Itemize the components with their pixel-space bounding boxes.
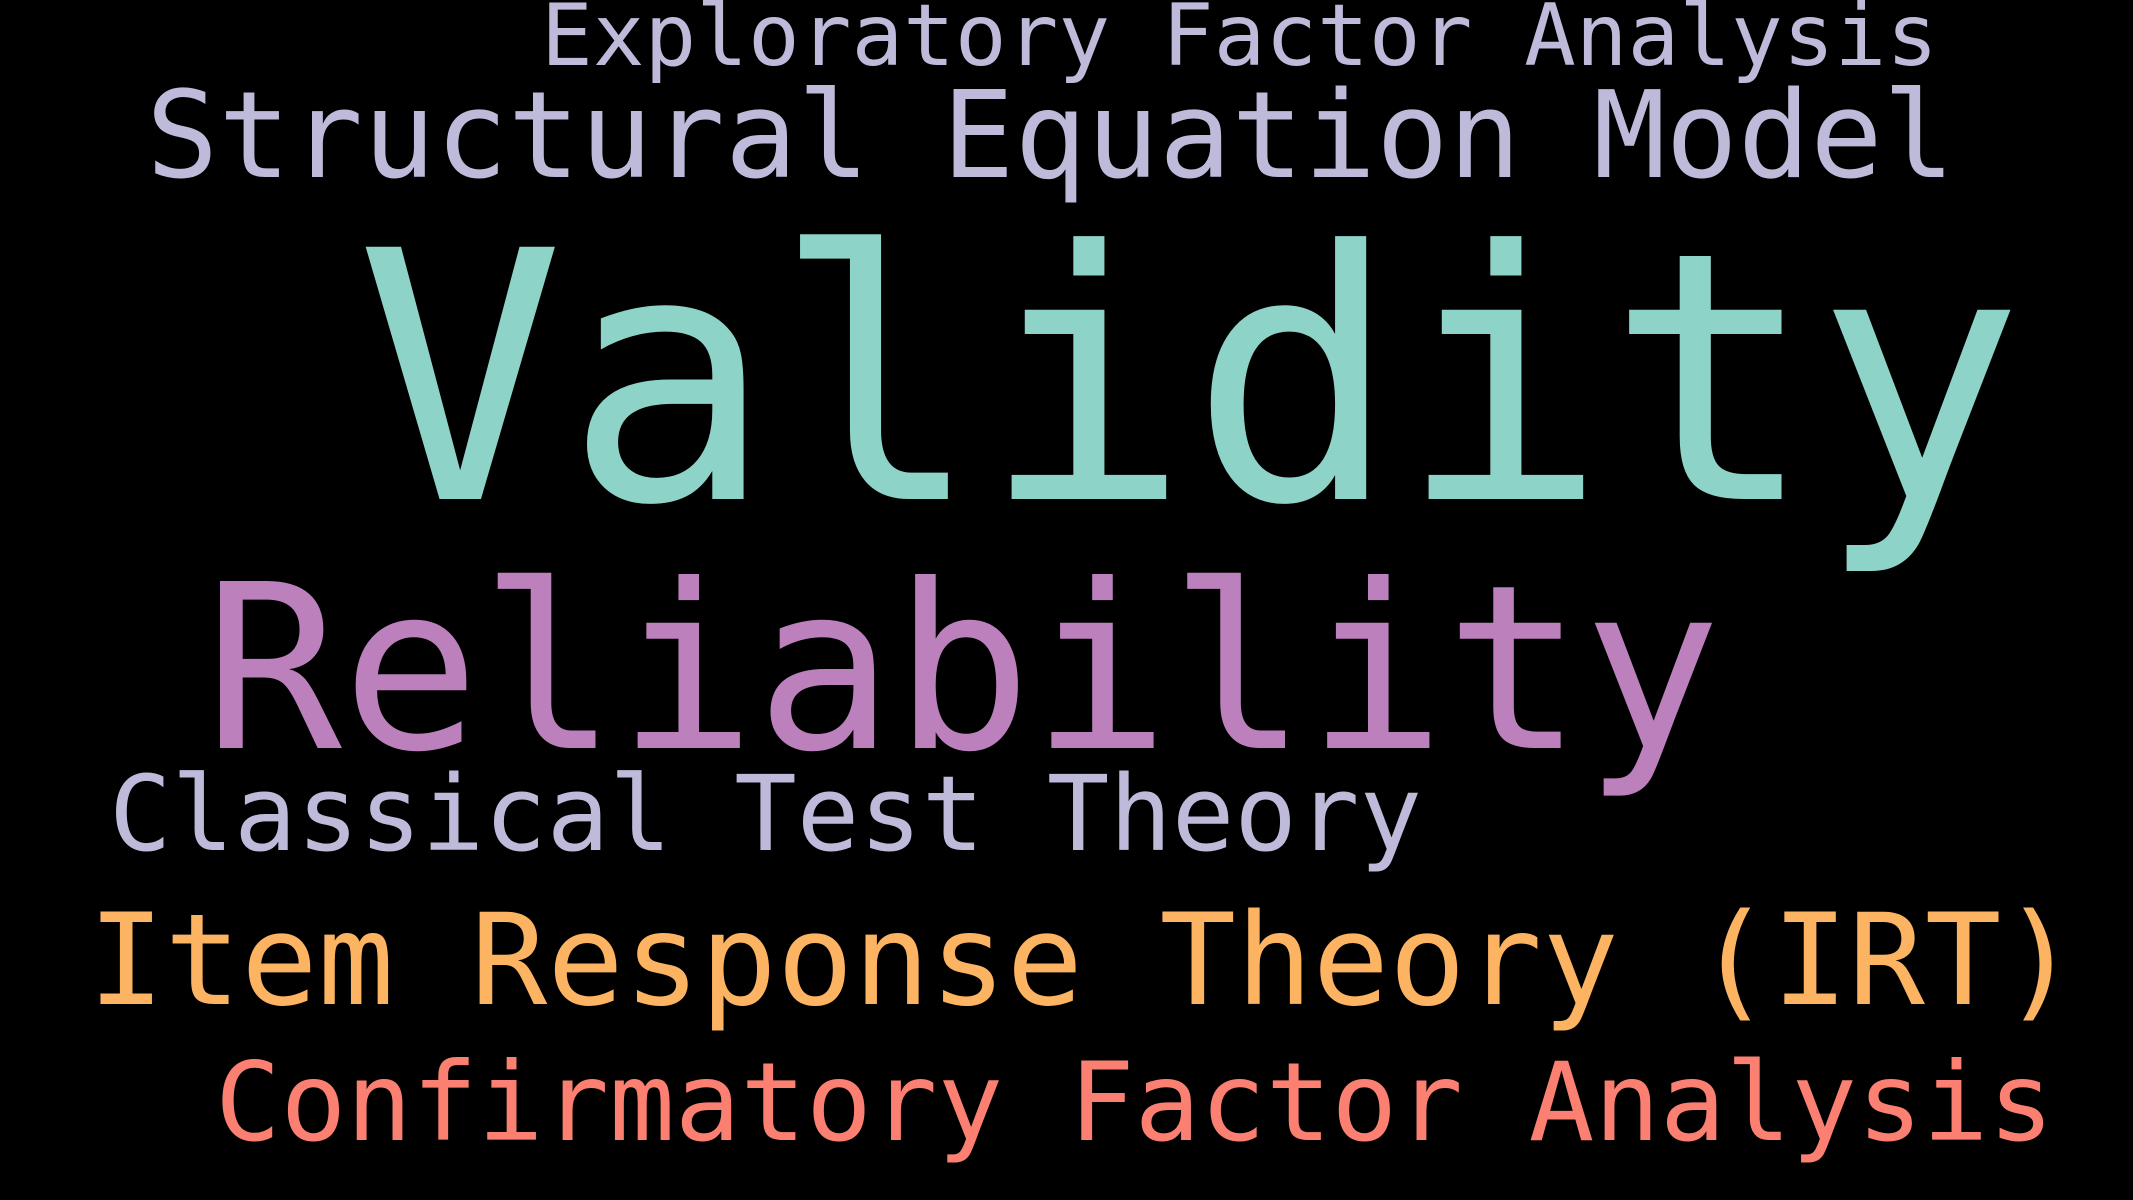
word: Confirmatory Factor Analysis <box>215 1039 2054 1166</box>
word: Reliability <box>204 536 1721 803</box>
word: Structural Equation Model <box>146 67 1955 206</box>
word: Exploratory Factor Analysis <box>541 0 1938 86</box>
word: Item Response Theory (IRT) <box>88 886 2078 1034</box>
word: Validity <box>356 178 2024 581</box>
word: Classical Test Theory <box>109 753 1422 875</box>
